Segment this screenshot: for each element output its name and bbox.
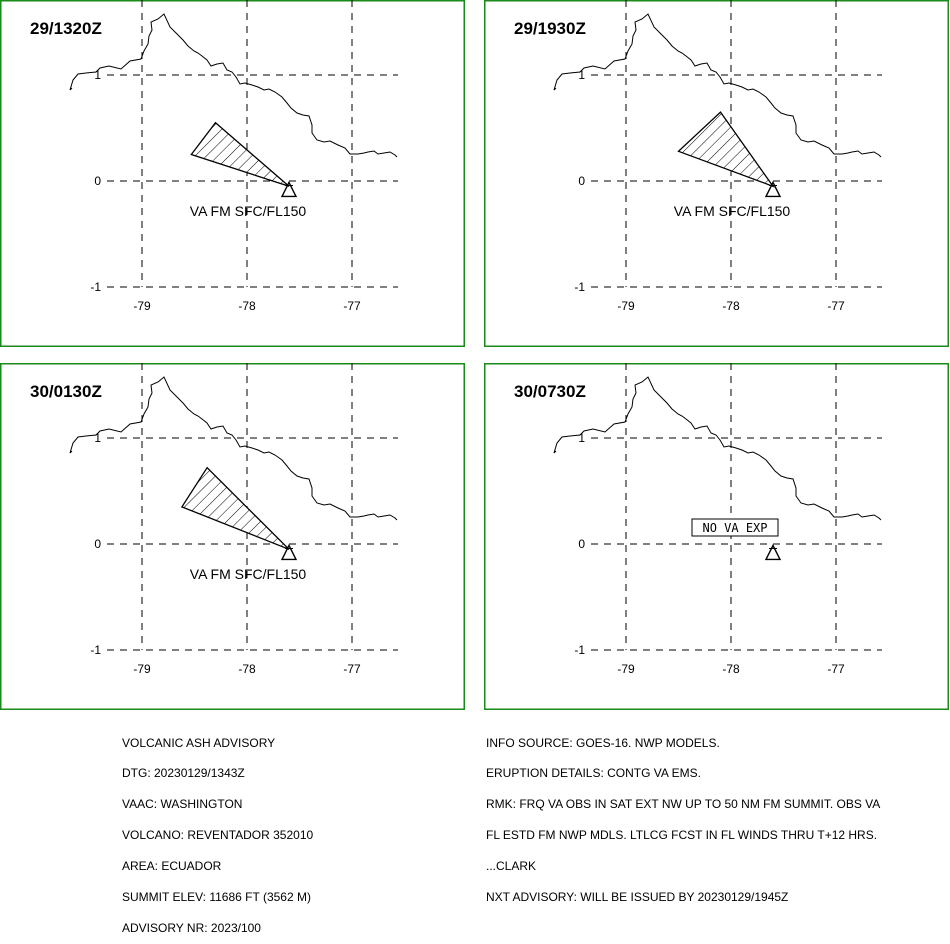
y-tick-label: -1 [574,280,585,294]
coastline-detail [553,450,557,454]
panel-timestamp: 29/1320Z [30,19,102,38]
x-tick-label: -78 [722,299,740,313]
y-tick-label: 0 [94,174,101,188]
x-tick-label: -79 [617,299,635,313]
map-panel-4-svg: -79 -78 -77 1 0 -1 30/0730Z NO VA EXP [484,363,949,710]
remarks-line: NXT ADVISORY: WILL BE ISSUED BY 20230129… [486,890,789,905]
x-tick-label: -78 [238,662,256,676]
y-tick-label: 0 [578,537,585,551]
map-panel-1: -79 -78 -77 1 0 -1 29/1320Z VA FM SFC/FL150 [0,0,465,347]
x-tick-label: -77 [827,662,845,676]
volcano-triangle-icon [280,180,298,198]
map-panel-3-svg: -79 -78 -77 1 0 -1 30/0130Z VA FM SFC/FL150 [0,363,465,710]
map-panel-1-svg: -79 -78 -77 1 0 -1 29/1320Z VA FM SFC/FL150 [0,0,465,347]
advisory-line: SUMMIT ELEV: 11686 FT (3562 M) [122,890,311,905]
x-tick-label: -78 [722,662,740,676]
volcano-triangle-icon [764,543,782,561]
y-tick-label: -1 [574,643,585,657]
coastline [69,13,398,158]
x-tick-label: -77 [827,299,845,313]
advisory-remarks-text: INFO SOURCE: GOES-16. NWP MODELS. ERUPTI… [486,717,880,913]
ash-plume-polygon [677,111,775,188]
y-tick-label: -1 [90,643,101,657]
ash-altitude-label: VA FM SFC/FL150 [190,203,307,219]
y-tick-label: 0 [578,174,585,188]
advisory-line: ADVISORY NR: 2023/100 [122,920,261,935]
coastline [553,13,882,158]
x-tick-label: -79 [133,662,151,676]
ash-altitude-label: VA FM SFC/FL150 [190,566,307,582]
x-tick-label: -79 [617,662,635,676]
remarks-line: ...CLARK [486,859,537,874]
ash-altitude-label: VA FM SFC/FL150 [674,203,791,219]
map-panel-3: -79 -78 -77 1 0 -1 30/0130Z VA FM SFC/FL150 [0,363,465,710]
panel-frame [0,363,465,710]
advisory-line: AREA: ECUADOR [122,859,222,874]
panel-timestamp: 29/1930Z [514,19,586,38]
advisory-line: DTG: 20230129/1343Z [122,766,245,781]
volcano-triangle-icon [764,180,782,198]
remarks-line: INFO SOURCE: GOES-16. NWP MODELS. [486,735,720,750]
coastline-detail [69,87,73,91]
advisory-line: VOLCANIC ASH ADVISORY [122,735,276,750]
y-tick-label: -1 [90,280,101,294]
remarks-line: FL ESTD FM NWP MDLS. LTLCG FCST IN FL WI… [486,828,878,843]
x-tick-label: -78 [238,299,256,313]
map-panel-2: -79 -78 -77 1 0 -1 29/1930Z VA FM SFC/FL150 [484,0,949,347]
coastline-detail [553,87,557,91]
panel-frame [484,0,949,347]
y-tick-label: 1 [94,68,101,82]
y-tick-label: 1 [94,431,101,445]
no-va-expected-label: NO VA EXP [702,521,767,535]
panel-timestamp: 30/0130Z [30,382,102,401]
panel-frame [484,363,949,710]
ash-plume-polygon [190,121,290,187]
coastline [69,376,398,521]
x-tick-label: -79 [133,299,151,313]
map-panel-4: -79 -78 -77 1 0 -1 30/0730Z NO VA EXP [484,363,949,710]
coastline-detail [69,450,73,454]
advisory-header-text: VOLCANIC ASH ADVISORY DTG: 20230129/1343… [122,717,313,944]
ash-plume-polygon [180,466,290,550]
map-panel-2-svg: -79 -78 -77 1 0 -1 29/1930Z VA FM SFC/FL150 [484,0,949,347]
x-tick-label: -77 [343,299,361,313]
coastline [553,376,882,521]
y-tick-label: 0 [94,537,101,551]
y-tick-label: 1 [578,431,585,445]
remarks-line: ERUPTION DETAILS: CONTG VA EMS. [486,766,701,781]
panel-timestamp: 30/0730Z [514,382,586,401]
remarks-line: RMK: FRQ VA OBS IN SAT EXT NW UP TO 50 N… [486,797,881,812]
y-tick-label: 1 [578,68,585,82]
advisory-line: VAAC: WASHINGTON [122,797,243,812]
no-va-expected-box [691,518,779,537]
x-tick-label: -77 [343,662,361,676]
volcano-triangle-icon [280,543,298,561]
panel-frame [0,0,465,347]
advisory-line: VOLCANO: REVENTADOR 352010 [122,828,314,843]
